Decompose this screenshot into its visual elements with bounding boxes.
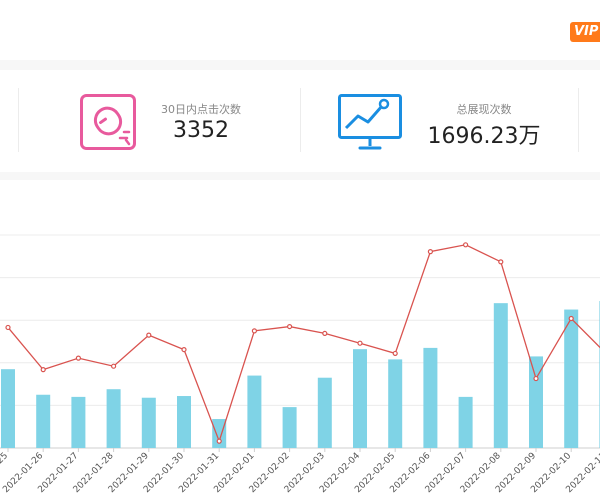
top-bar: VIP <box>0 0 600 60</box>
chart-line-point <box>568 315 574 322</box>
chart-bar <box>141 397 156 448</box>
chart-bar <box>36 394 51 448</box>
chart-bar <box>388 359 403 448</box>
clicks-value: 3352 <box>173 118 229 143</box>
chart-bar <box>1 369 15 448</box>
chart-bar <box>282 407 297 448</box>
chart-svg: 2022-01-252022-01-262022-01-272022-01-28… <box>0 234 600 495</box>
chart-bar <box>177 396 191 448</box>
chart-line-point <box>181 346 187 353</box>
chart-bar <box>71 396 86 448</box>
chart-line <box>7 244 600 444</box>
chart-line-point <box>533 375 539 382</box>
divider <box>578 88 579 152</box>
trend-chart-icon <box>338 94 402 152</box>
impressions-label: 总展现次数 <box>456 103 512 116</box>
chart-bar <box>106 389 121 448</box>
vip-badge[interactable]: VIP <box>570 22 600 42</box>
chart-bar <box>529 356 543 448</box>
divider <box>18 88 19 152</box>
chart-line-point <box>146 332 152 338</box>
chart-line-point <box>498 259 504 265</box>
chart-line-point <box>287 323 293 330</box>
chart-line-point <box>322 330 328 337</box>
trend-chart: 2022-01-25 2022-01-26 2022-01-27 2022-01-28… <box>0 180 600 500</box>
chart-line-point <box>40 367 46 373</box>
mouse-icon <box>80 94 136 150</box>
chart-line-point <box>427 249 433 255</box>
divider <box>300 88 301 152</box>
chart-bar <box>212 419 227 448</box>
impressions-value: 1696.23万 <box>427 124 541 149</box>
chart-line-point <box>251 328 257 334</box>
chart-line-point <box>216 438 222 444</box>
chart-line-point <box>75 355 82 361</box>
chart-line-point <box>392 350 398 357</box>
chart-line-point <box>5 324 11 331</box>
chart-line-point <box>357 340 363 346</box>
chart-bar <box>317 377 332 448</box>
chart-bar <box>353 349 367 448</box>
clicks-label: 30日内点击次数 <box>161 103 241 116</box>
chart-bar <box>493 303 508 448</box>
chart-bar <box>423 347 438 448</box>
chart-line-point <box>463 242 469 248</box>
chart-bar <box>247 375 262 448</box>
chart-bar <box>458 396 473 448</box>
chart-line-point <box>110 363 117 369</box>
stats-panel: 30日内点击次数 3352 总展现次数 1696.23万 <box>0 70 600 172</box>
chart-bar <box>564 309 579 448</box>
